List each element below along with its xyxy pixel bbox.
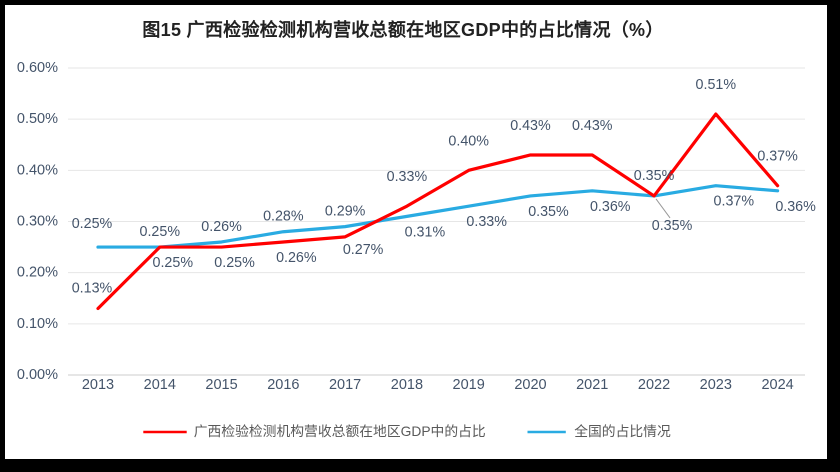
svg-text:2016: 2016 xyxy=(267,377,299,393)
svg-text:2019: 2019 xyxy=(453,377,485,393)
svg-text:广西检验检测机构营收总额在地区GDP中的占比: 广西检验检测机构营收总额在地区GDP中的占比 xyxy=(194,424,486,439)
svg-text:2020: 2020 xyxy=(514,377,546,393)
svg-text:2022: 2022 xyxy=(638,377,670,393)
svg-text:0.33%: 0.33% xyxy=(387,169,428,185)
svg-text:全国的占比情况: 全国的占比情况 xyxy=(574,423,671,439)
svg-text:0.51%: 0.51% xyxy=(696,77,737,93)
svg-text:0.43%: 0.43% xyxy=(510,118,551,134)
svg-text:0.13%: 0.13% xyxy=(72,280,113,296)
svg-text:0.20%: 0.20% xyxy=(17,265,58,281)
svg-text:0.27%: 0.27% xyxy=(343,242,384,258)
svg-text:0.40%: 0.40% xyxy=(17,162,58,178)
svg-text:0.25%: 0.25% xyxy=(214,255,255,271)
svg-text:2013: 2013 xyxy=(82,377,114,393)
svg-text:0.26%: 0.26% xyxy=(276,250,317,266)
svg-text:0.35%: 0.35% xyxy=(634,168,675,184)
svg-text:0.31%: 0.31% xyxy=(405,224,446,240)
svg-text:2018: 2018 xyxy=(391,377,423,393)
svg-text:2015: 2015 xyxy=(205,377,237,393)
svg-text:2017: 2017 xyxy=(329,377,361,393)
svg-text:0.43%: 0.43% xyxy=(572,118,613,134)
svg-text:0.50%: 0.50% xyxy=(17,111,58,127)
svg-text:0.25%: 0.25% xyxy=(140,224,181,240)
svg-text:0.35%: 0.35% xyxy=(652,218,693,234)
svg-text:0.40%: 0.40% xyxy=(448,133,489,149)
svg-text:0.29%: 0.29% xyxy=(325,204,366,220)
svg-text:2014: 2014 xyxy=(144,377,176,393)
svg-text:0.00%: 0.00% xyxy=(17,367,58,383)
svg-text:0.30%: 0.30% xyxy=(17,214,58,230)
svg-text:0.36%: 0.36% xyxy=(590,199,631,215)
svg-text:0.37%: 0.37% xyxy=(757,149,798,165)
svg-text:0.25%: 0.25% xyxy=(153,255,194,271)
svg-text:0.37%: 0.37% xyxy=(714,194,755,210)
svg-text:0.36%: 0.36% xyxy=(775,199,816,215)
svg-text:0.10%: 0.10% xyxy=(17,316,58,332)
svg-text:2024: 2024 xyxy=(761,377,793,393)
svg-text:2021: 2021 xyxy=(576,377,608,393)
svg-text:0.35%: 0.35% xyxy=(528,204,569,220)
svg-text:0.60%: 0.60% xyxy=(17,60,58,76)
svg-text:0.26%: 0.26% xyxy=(201,219,242,235)
svg-text:0.25%: 0.25% xyxy=(72,216,113,232)
svg-text:0.33%: 0.33% xyxy=(466,214,507,230)
svg-text:0.28%: 0.28% xyxy=(263,209,304,225)
svg-text:2023: 2023 xyxy=(700,377,732,393)
